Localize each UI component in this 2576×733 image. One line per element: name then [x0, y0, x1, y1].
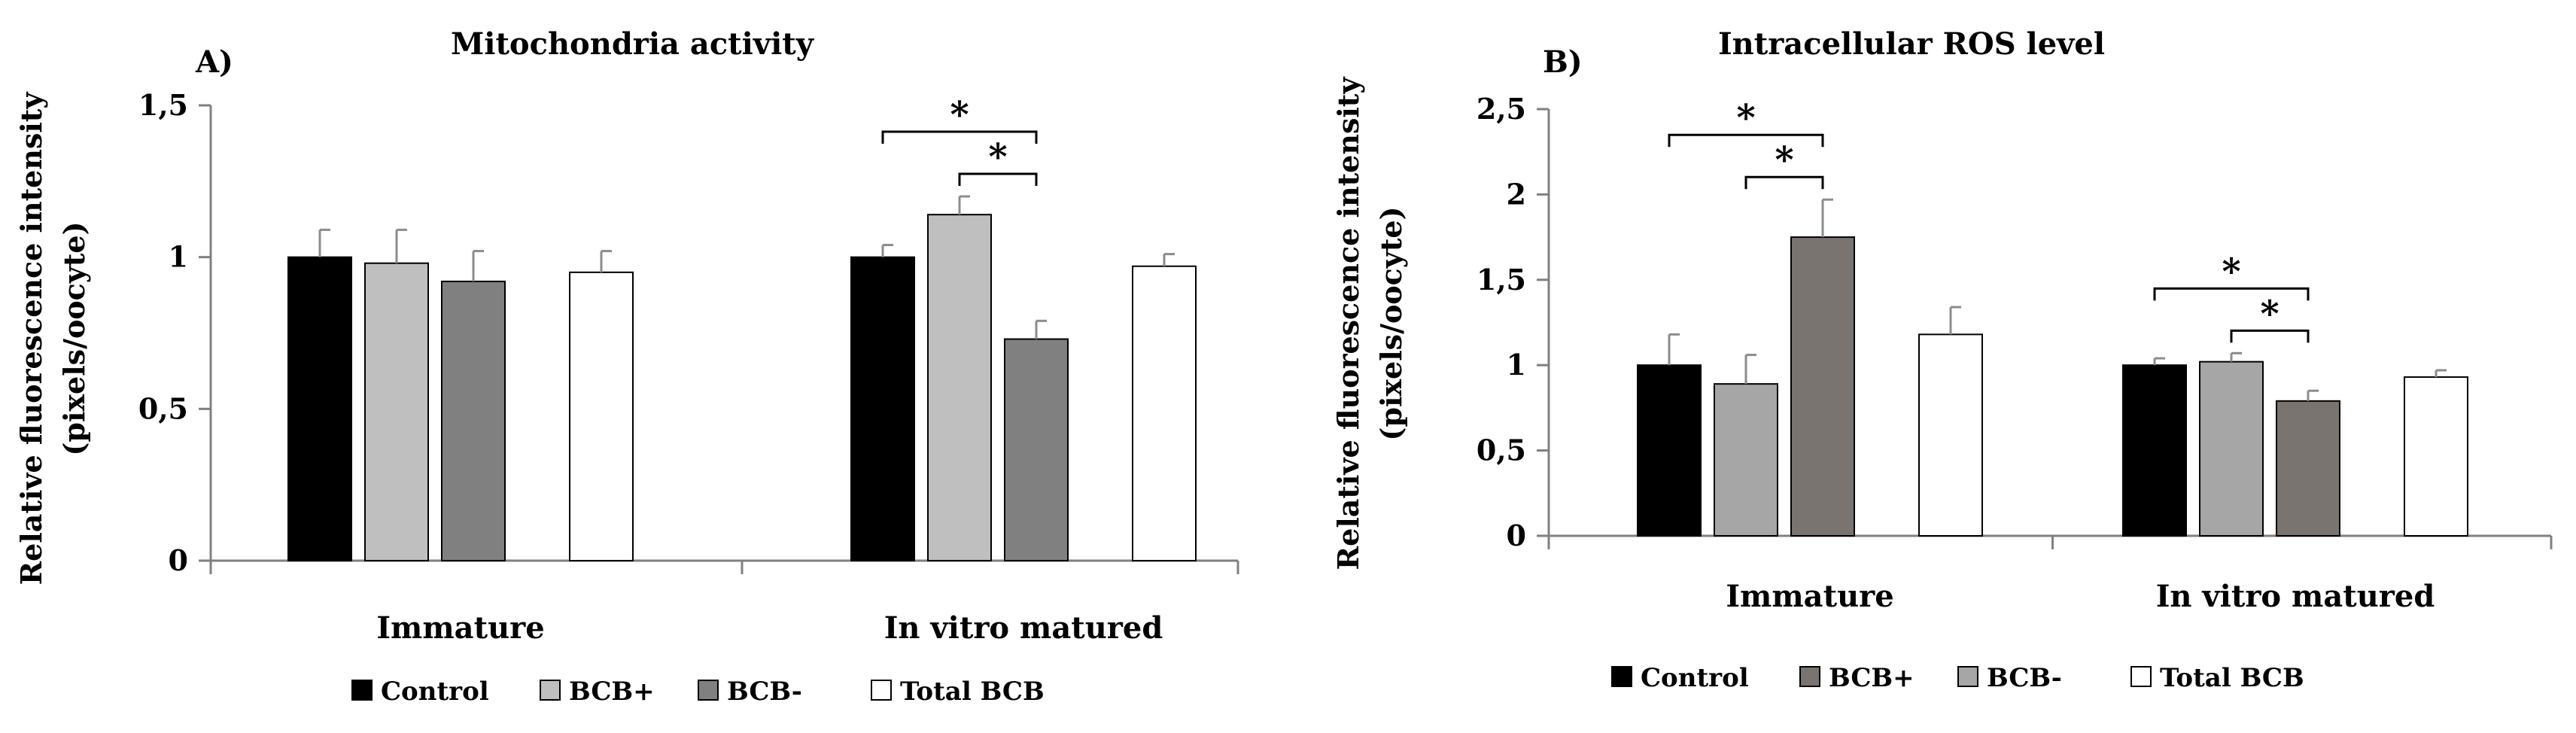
y-tick-label: 0 [169, 543, 188, 577]
legend-swatch [1611, 666, 1632, 687]
bar [850, 256, 915, 561]
y-axis-title: Relative fluorescence intensity [14, 92, 48, 585]
y-axis-subtitle: (pixels/oocyte) [57, 221, 91, 455]
chart-panel-1: Intracellular ROS level B) Relative fluore… [1331, 26, 2553, 693]
bar [287, 256, 352, 561]
chart-title: Intracellular ROS level [1718, 26, 2105, 62]
significance-bracket [958, 172, 1038, 186]
bar [2404, 376, 2468, 537]
category-label: Immature [376, 610, 544, 646]
y-tick-label: 2 [1507, 177, 1526, 211]
significance-bracket [1744, 175, 1824, 190]
category-label: In vitro matured [884, 610, 1163, 646]
bar [1637, 364, 1702, 537]
bar [1918, 333, 1983, 537]
bar [569, 271, 634, 561]
legend-swatch [1957, 666, 1978, 687]
significance-star: * [1775, 139, 1793, 181]
significance-star: * [1736, 97, 1755, 139]
bar [364, 262, 429, 561]
bar [927, 214, 992, 561]
y-tick-label: 2,5 [1477, 92, 1526, 126]
bar [1790, 236, 1855, 537]
significance-bracket [881, 130, 1038, 144]
chart-title: Mitochondria activity [451, 26, 815, 62]
legend-label: Total BCB [900, 677, 1045, 707]
y-tick-label: 0 [1507, 519, 1526, 552]
legend-swatch [1799, 666, 1820, 687]
legend-swatch [698, 680, 719, 701]
significance-bracket [2153, 287, 2310, 301]
panel-label: A) [195, 44, 233, 80]
y-tick-label: 1 [169, 240, 188, 274]
bar [2199, 360, 2264, 537]
legend-swatch [2130, 666, 2152, 687]
legend-label: Control [1641, 663, 1749, 693]
legend-swatch [871, 680, 892, 701]
bar [441, 280, 506, 561]
y-axis-subtitle: (pixels/oocyte) [1374, 206, 1408, 440]
significance-bracket [2230, 329, 2310, 343]
bar [2122, 364, 2187, 537]
legend-label: BCB+ [1829, 663, 1915, 693]
bar [1132, 265, 1197, 561]
y-tick-label: 1,5 [138, 88, 188, 122]
significance-star: * [950, 94, 969, 136]
legend-label: BCB- [1987, 663, 2062, 693]
legend-label: Control [381, 677, 489, 707]
category-label: Immature [1726, 579, 1893, 614]
y-axis-title: Relative fluorescence intensity [1331, 77, 1365, 570]
bar [2276, 400, 2340, 537]
legend-label: Total BCB [2160, 663, 2304, 693]
panel-label: B) [1543, 44, 1583, 80]
bar [1004, 338, 1069, 561]
significance-star: * [2222, 251, 2240, 293]
chart-panel-0: Mitochondria activity A) Relative fluoresc… [14, 26, 1239, 707]
y-tick-label: 1 [1507, 348, 1526, 382]
legend-label: BCB- [727, 677, 802, 707]
category-label: In vitro matured [2156, 579, 2435, 614]
legend-swatch [540, 680, 561, 701]
y-tick-label: 1,5 [1477, 263, 1526, 297]
y-tick-label: 0,5 [138, 391, 188, 425]
legend-swatch [351, 680, 373, 701]
legend-label: BCB+ [569, 677, 655, 707]
significance-star: * [2260, 293, 2279, 335]
y-tick-label: 0,5 [1477, 433, 1526, 467]
significance-bracket [1668, 133, 1824, 148]
significance-star: * [988, 136, 1007, 178]
bar [1714, 383, 1778, 537]
